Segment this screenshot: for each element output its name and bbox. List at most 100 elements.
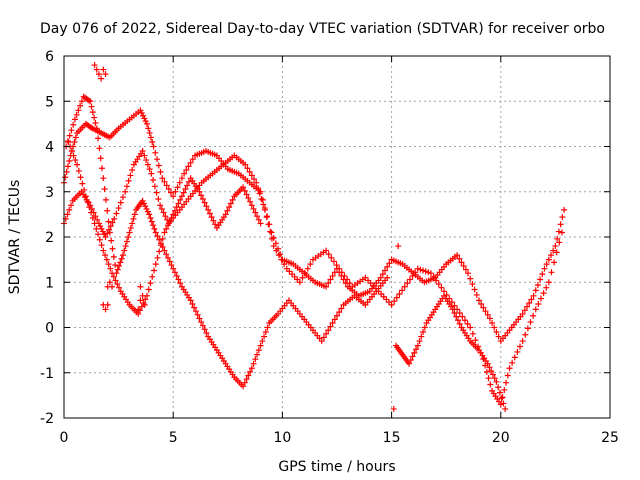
track-a-point [137, 107, 144, 114]
track-c-point [122, 243, 129, 250]
track-d-point [196, 188, 203, 195]
track-a-point [143, 120, 150, 127]
track-b-point [323, 247, 330, 254]
track-c-point [250, 360, 257, 367]
track-a-point [458, 259, 465, 266]
track-b-point [346, 280, 353, 287]
y-tick-label: 0 [45, 321, 54, 337]
track-c-point [123, 238, 130, 245]
track-d-point [142, 296, 149, 303]
x-tick-label: 0 [60, 430, 69, 446]
track-c-point [171, 269, 178, 276]
track-b-point [414, 265, 421, 272]
track-b-point [422, 268, 429, 275]
track-d-point [116, 284, 123, 291]
track-d-point [177, 196, 184, 203]
track-a-point [176, 179, 183, 186]
track-b-point [524, 325, 531, 332]
track-b-point [146, 166, 153, 173]
track-b-point [268, 235, 275, 242]
track-b-point [101, 231, 108, 238]
track-a-point [554, 235, 561, 242]
track-d-point [164, 222, 171, 229]
track-b-point [401, 283, 408, 290]
track-a-point [384, 263, 391, 270]
track-d-point [79, 180, 86, 187]
track-b-point [127, 172, 134, 179]
track-d-point [68, 148, 75, 155]
track-c-point [109, 245, 116, 252]
track-b-point [333, 262, 340, 269]
track-c-point [170, 265, 177, 272]
track-c-point [71, 116, 78, 123]
track-d-point [198, 192, 205, 199]
track-c-point [88, 103, 95, 110]
track-b-point [370, 282, 377, 289]
scatter-extra-point [104, 301, 111, 308]
track-b-point [430, 273, 437, 280]
y-tick-label: 5 [45, 94, 54, 110]
track-c-point [92, 119, 99, 126]
track-d-point [491, 375, 498, 382]
track-a-point [154, 156, 161, 163]
track-c-point [85, 97, 92, 104]
track-b-point [509, 359, 516, 366]
track-d-point [149, 273, 156, 280]
track-b-point [412, 269, 419, 276]
track-a-point [534, 281, 541, 288]
track-c-point [164, 254, 171, 261]
y-tick-label: -2 [40, 411, 54, 427]
track-b-point [246, 168, 253, 175]
track-d-point [413, 346, 420, 353]
track-b-point [144, 161, 151, 168]
track-b-point [472, 337, 479, 344]
track-b-point [388, 301, 395, 308]
track-a-point [467, 275, 474, 282]
track-a-point [557, 221, 564, 228]
track-c-point [78, 98, 85, 105]
track-c-point [320, 334, 327, 341]
track-d-point [156, 248, 163, 255]
track-a-point [524, 303, 531, 310]
track-a-point [327, 276, 334, 283]
track-d-point [493, 378, 500, 385]
track-b-point [129, 167, 136, 174]
track-c-point [198, 319, 205, 326]
track-a-point [456, 255, 463, 262]
track-c-point [121, 247, 128, 254]
track-c-point [125, 234, 132, 240]
track-a-point [539, 271, 546, 278]
track-d-point [105, 261, 112, 268]
track-c-point [147, 214, 154, 221]
track-c-point [327, 323, 334, 330]
track-b-point [155, 195, 162, 202]
track-c-point [102, 196, 109, 203]
track-b-point [548, 269, 555, 276]
track-b-point [158, 205, 165, 212]
scatter-extra-point [91, 62, 98, 69]
track-c-point [247, 368, 254, 375]
track-d-point [98, 242, 105, 249]
track-b-point [522, 331, 529, 338]
track-a-point [526, 300, 533, 307]
track-c-point [248, 365, 255, 372]
x-tick-label: 25 [601, 430, 619, 446]
track-d-point [205, 206, 212, 213]
track-a-point [480, 304, 487, 311]
track-c-point [101, 186, 108, 193]
track-c-point [257, 342, 264, 349]
track-b-point [425, 269, 432, 276]
track-c-point [116, 262, 123, 269]
track-a-point [66, 157, 73, 164]
track-c-point [110, 253, 117, 260]
track-a-point [530, 292, 537, 299]
track-a-point [71, 138, 78, 145]
track-b-point [261, 206, 268, 213]
track-b-point [506, 365, 513, 372]
track-a-point [471, 286, 478, 293]
track-b-point [258, 195, 265, 202]
track-a-point [181, 170, 188, 177]
track-d-point [243, 191, 250, 198]
track-b-point [111, 215, 118, 222]
track-d-point [484, 360, 491, 367]
